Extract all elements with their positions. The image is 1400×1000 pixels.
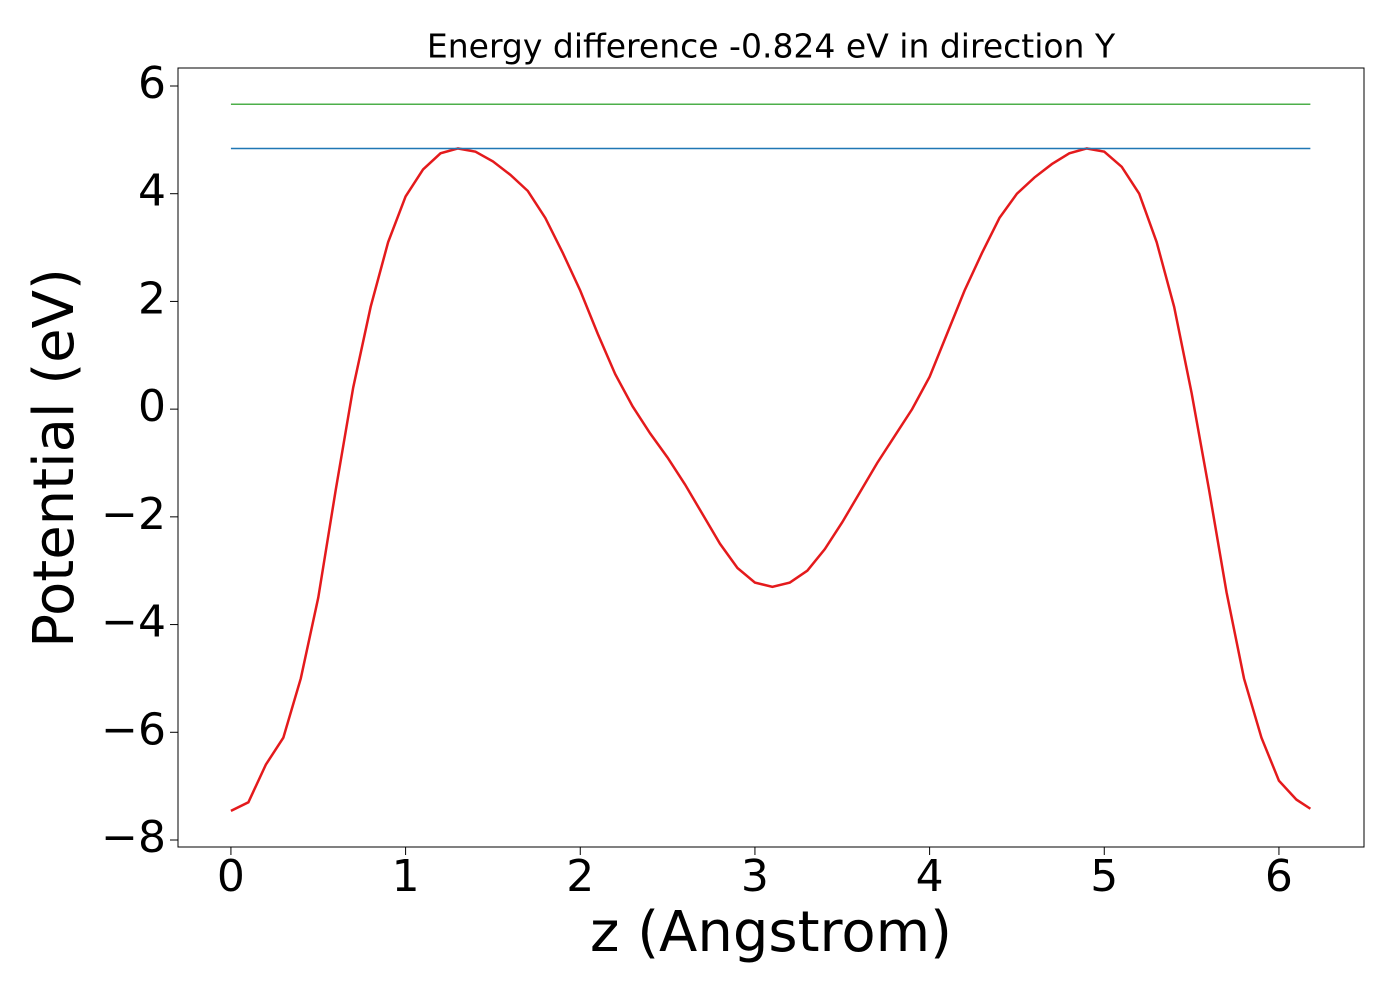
y-tick-label: −8 (101, 812, 166, 863)
y-tick-label: −6 (101, 704, 166, 755)
x-tick-label: 4 (916, 851, 944, 902)
y-tick-label: 4 (138, 166, 166, 217)
x-tick-label: 0 (217, 851, 245, 902)
x-axis-label: z (Angstrom) (590, 900, 952, 965)
plot-frame (177, 67, 1365, 848)
y-tick-label: 0 (138, 381, 166, 432)
y-tick-label: 2 (138, 273, 166, 324)
series-line (230, 147, 1312, 813)
chart-title: Energy difference -0.824 eV in direction… (427, 27, 1116, 66)
y-tick-label: −2 (101, 489, 166, 540)
x-tick-label: 6 (1265, 851, 1293, 902)
y-tick-label: 6 (138, 58, 166, 109)
x-tick-label: 5 (1090, 851, 1118, 902)
y-axis-label: Potential (eV) (22, 268, 87, 648)
x-tick-label: 3 (741, 851, 769, 902)
x-tick-label: 2 (566, 851, 594, 902)
x-tick-label: 1 (392, 851, 420, 902)
y-tick-label: −4 (101, 597, 166, 648)
